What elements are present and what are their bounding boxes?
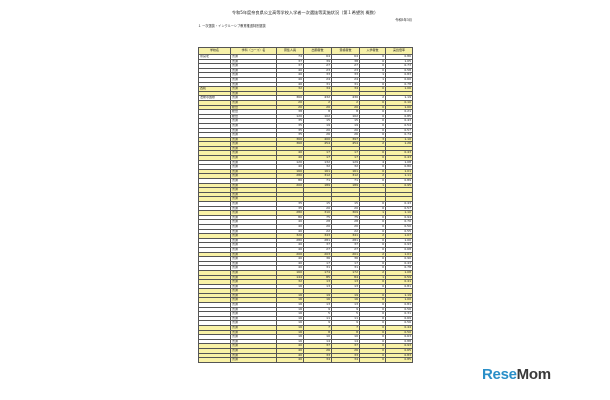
cell-examinees: 34 [331,357,360,363]
table-row: 普通 [198,90,413,97]
table-row: 普通 40 17 17 0 0.43 [198,150,413,157]
col-capacity: 募集人員 [276,47,304,55]
table-row: 普通 [198,191,413,198]
results-table: 学校名 学科（コース）名 募集人員 出願者数 受検者数 入学者数 実質倍率 奈良… [198,47,413,363]
table-row: 普通 40 31 31 0 0.78 [198,265,413,271]
cell-applicants: 34 [303,357,332,363]
cell-course: 普通 [230,357,277,363]
document-title: 令和5年度奈良県公立高等学校入学者一次選抜等実施状況（第１希望別 概数） [231,10,379,15]
cell-ratio: 0.85 [385,357,413,363]
table-row: 普通 40 27 27 0 0.68 [198,246,413,253]
table-row: 普通 40 37 37 0 0.93 [198,343,413,349]
table-row: 西和 普通 32 34 34 0 1.06 [198,86,413,92]
col-examinees: 受検者数 [331,47,360,55]
table-row: 普通 40 34 34 0 0.85 [198,357,413,363]
table-row: 普通 32 13 13 0 0.41 [198,279,413,285]
resemom-watermark-logo: ReseMom [482,366,551,383]
col-applicants: 出願者数 [303,47,332,55]
col-school: 学校名 [198,47,231,55]
table-row: 普通 35 26 26 0 0.74 [198,132,413,138]
document-date: 令和5年3月 [395,18,412,22]
cell-capacity: 40 [276,357,304,363]
section-note: １ 一次選抜・インクルーシブ教育推進特別選抜 [198,24,266,28]
table-row: 普通 40 33 33 0 0.83 [198,352,413,359]
col-ratio: 実質倍率 [385,47,413,55]
cell-admitted: 0 [359,357,386,363]
table-row: 普通 16 11 11 0 0.69 [198,315,413,322]
logo-part-1: Rese [482,366,517,383]
table-row: 普通 16 14 14 0 0.88 [198,338,413,345]
table-row: 普通 160 174 172 2 1.08 [198,269,413,276]
table-row: 普通 35 19 19 0 0.54 [198,122,413,129]
cell-school [198,357,231,363]
col-admitted: 入学者数 [359,47,386,55]
table-row: 普通 16 8 8 0 0.50 [198,329,413,336]
table-row: 普通 160 161 161 0 1.01 [198,168,413,175]
col-course: 学科（コース）名 [230,47,277,55]
table-row: 普通 40 22 22 0 0.55 [198,228,413,235]
table-header: 学校名 学科（コース）名 募集人員 出願者数 受検者数 入学者数 実質倍率 [198,47,413,55]
table-row: 普通 16 10 10 0 0.63 [198,334,413,340]
logo-part-2: Mom [516,366,551,383]
